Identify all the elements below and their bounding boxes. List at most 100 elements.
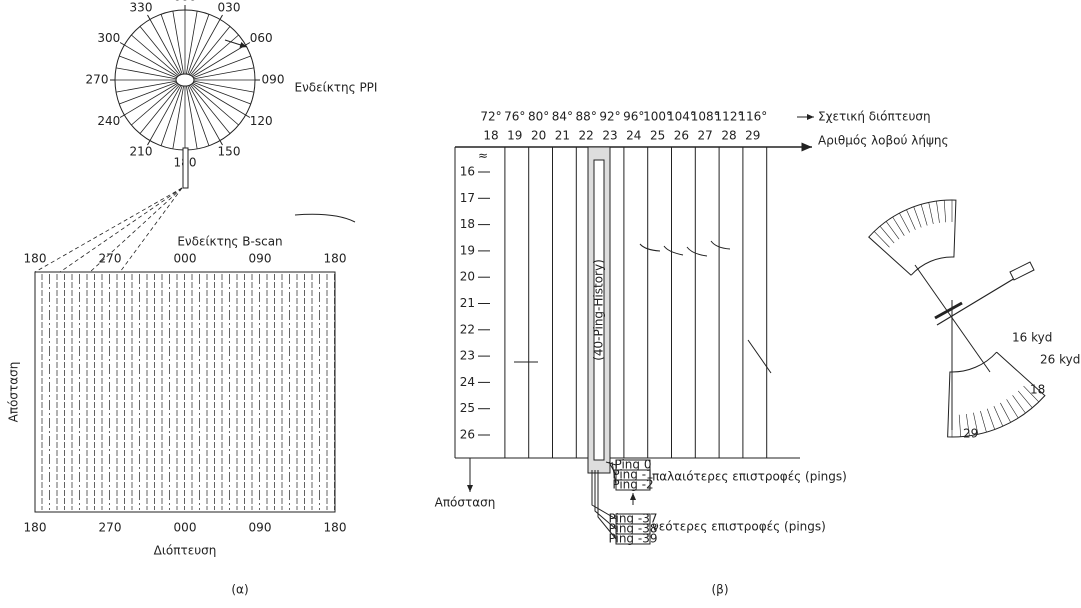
new-label: νεότερες επιστροφές (pings) [652, 520, 826, 534]
ppi-bearing: 270 [86, 73, 109, 87]
ppi-bearing: 210 [130, 144, 153, 158]
ppi-spoke [172, 85, 185, 150]
ppi-spoke [172, 10, 185, 75]
ping-label: Ping -37 [609, 512, 658, 526]
beam-number: 21 [555, 129, 570, 143]
ppi-bearing: 060 [250, 31, 273, 45]
ppi-tick [219, 14, 223, 20]
range-label: 23 [460, 349, 475, 363]
ppi-spoke [187, 14, 210, 75]
x-label: Διόπτευση [154, 544, 217, 558]
ppi-spoke [124, 44, 179, 78]
ppi-bearing: 240 [97, 114, 120, 128]
bscan-top-label: 090 [249, 252, 272, 266]
bscan-bottom-label: 180 [24, 521, 47, 535]
ppi-bearing: 120 [250, 114, 273, 128]
relative-bearing: 108° [691, 110, 720, 124]
ppi-spoke [160, 85, 183, 146]
ppi-spoke [131, 34, 180, 77]
sector-tick [879, 226, 895, 244]
ship-mark [934, 301, 963, 320]
beam-number: 20 [531, 129, 546, 143]
ppi-spoke [188, 19, 221, 75]
range-label: 18 [460, 217, 475, 231]
ship [1009, 261, 1035, 281]
beam-number: 23 [602, 129, 617, 143]
ping-lead [605, 461, 617, 466]
ppi-bearing: 000 [174, 0, 197, 4]
ppi-spoke [191, 44, 246, 78]
bscan-top-label: 180 [324, 252, 347, 266]
sector-tick [958, 414, 962, 437]
sector-label: 16 kyd [1012, 331, 1052, 345]
ping-label: Ping -2 [612, 478, 653, 492]
ppi-spoke [187, 85, 210, 146]
bscan-bottom-label: 090 [249, 521, 272, 535]
projection-dash [59, 187, 183, 273]
ppi-label: Ενδείκτης PPI [295, 81, 378, 95]
ppi-spoke [190, 83, 239, 126]
ppi-bearing: 150 [218, 144, 241, 158]
sector-tick [906, 209, 916, 230]
ppi-spoke [115, 80, 178, 93]
ppi-arrow [224, 39, 248, 48]
beam-number: 22 [579, 129, 594, 143]
ppi-spoke [139, 26, 181, 76]
ping-label: Ping 0 [615, 458, 652, 472]
ppi-spoke [188, 85, 221, 141]
bscan-top-label: 000 [174, 252, 197, 266]
beam-number: 18 [483, 129, 498, 143]
projection-dash [119, 187, 183, 273]
relative-bearing: 96° [623, 110, 644, 124]
sector-tick [892, 216, 905, 236]
ping-lead [608, 461, 617, 476]
ping-lead [591, 470, 617, 520]
beam-number: 25 [650, 129, 665, 143]
relative-bearing: 100° [643, 110, 672, 124]
sector-tick [913, 206, 922, 228]
relative-bearing: 72° [480, 110, 501, 124]
sector-label: 26 kyd [1040, 353, 1080, 367]
sector-tick [943, 200, 947, 223]
sector-label: 18 [1030, 383, 1045, 397]
ppi-spoke [149, 85, 182, 141]
beam-number: 19 [507, 129, 522, 143]
bscan-bottom-label: 000 [174, 521, 197, 535]
relative-bearing-label: Σχετική διόπτευση [818, 110, 931, 124]
ppi-spoke [185, 85, 198, 150]
sector-tick [928, 202, 934, 225]
sector-tick [973, 412, 979, 435]
connector-curve [294, 213, 356, 223]
sector-tick [885, 221, 900, 240]
range-break: ≈ [478, 149, 488, 163]
ppi-tick [119, 42, 125, 46]
beam-number: 26 [674, 129, 689, 143]
ppi-spoke [185, 10, 198, 75]
old-label: παλαιότερες επιστροφές (pings) [652, 470, 847, 484]
ppi-spoke [191, 82, 246, 116]
beam-sector [868, 199, 957, 276]
relative-bearing: 76° [504, 110, 525, 124]
ppi-spoke [124, 82, 179, 116]
range-label: 21 [460, 296, 475, 310]
relative-bearing: 88° [576, 110, 597, 124]
ppi-bearing: 030 [218, 1, 241, 15]
ping-label: Ping -38 [609, 522, 658, 536]
ppi-spoke [119, 55, 178, 79]
ppi-tick [119, 114, 125, 118]
sector-tick [966, 413, 970, 436]
range-label: 24 [460, 375, 475, 389]
ppi-spoke [192, 67, 255, 80]
sector-tick [873, 231, 890, 248]
ppi-bearing: 090 [262, 73, 285, 87]
ppi-spoke [192, 81, 251, 105]
ppi-spoke [192, 55, 251, 79]
relative-bearing: 92° [599, 110, 620, 124]
beam-label: Αριθμός λοβού λήψης [818, 134, 949, 148]
ping-lead [597, 470, 617, 540]
beam-number: 29 [745, 129, 760, 143]
ping-lead [611, 461, 617, 486]
relative-bearing: 80° [528, 110, 549, 124]
bscan-top-label: 180 [24, 252, 47, 266]
